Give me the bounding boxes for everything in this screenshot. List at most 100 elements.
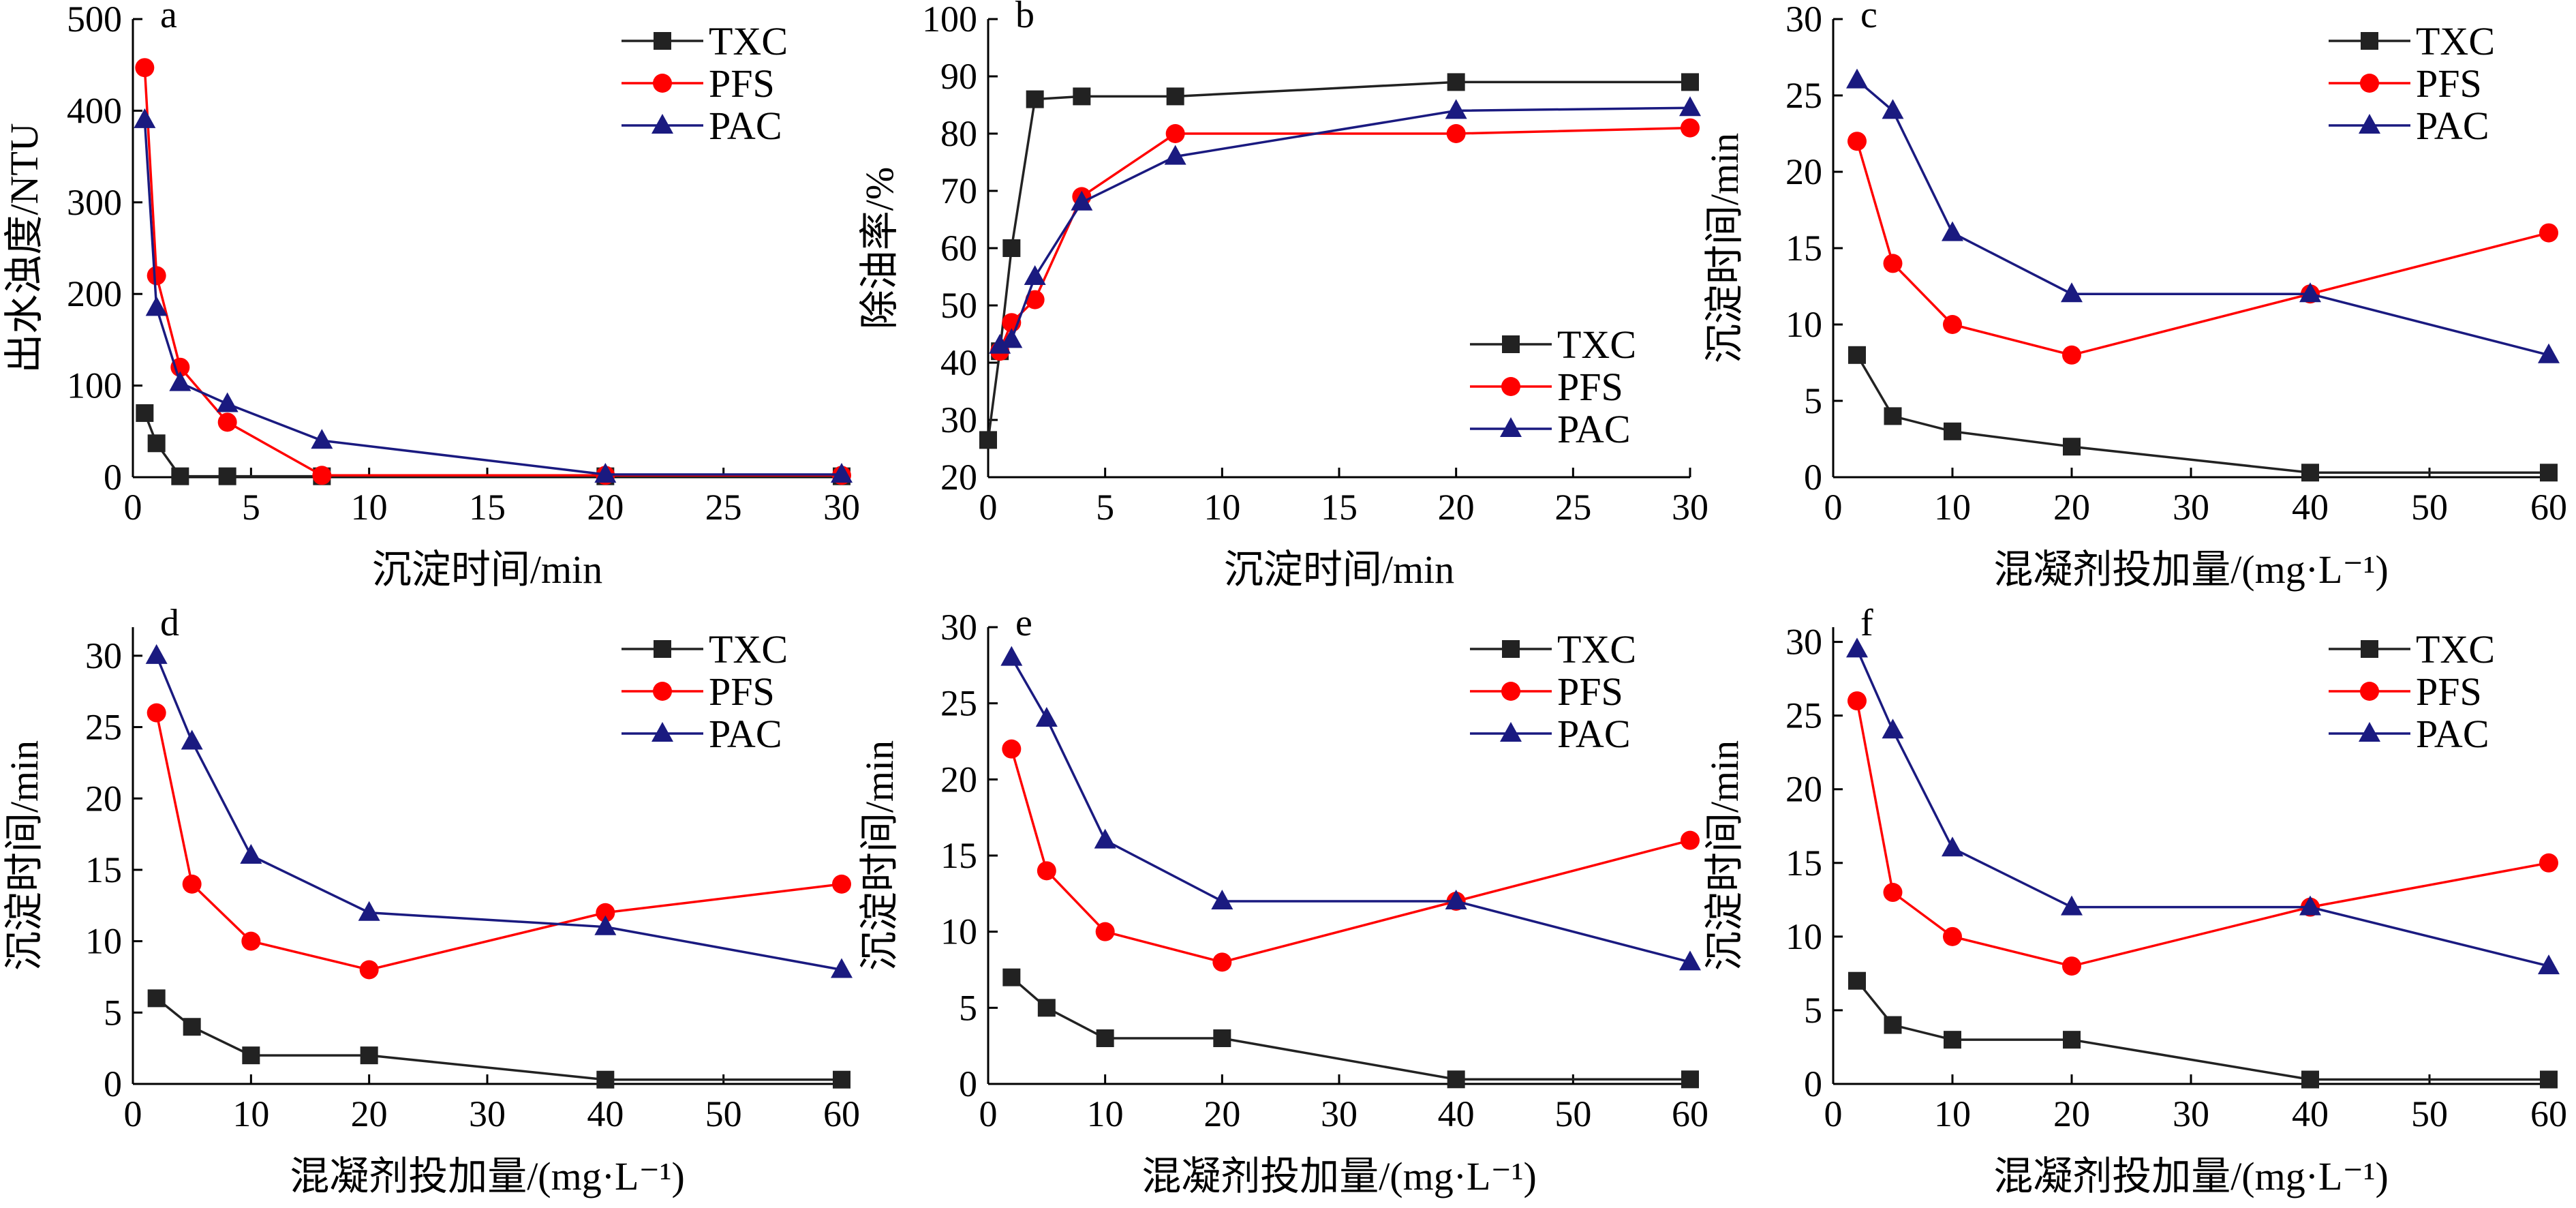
x-tick-label: 60 [2530,487,2567,528]
legend-label: PFS [709,669,775,714]
y-tick-label: 0 [1804,1063,1822,1104]
series-line [998,126,1691,352]
series-line [1856,700,2549,967]
x-tick-label: 20 [1203,1093,1240,1134]
legend-marker [2360,682,2379,701]
series-line [987,80,1690,440]
legend-marker [2360,74,2379,93]
y-tick-label: 0 [104,457,122,498]
data-point [182,874,202,894]
data-point [1848,971,1866,990]
series-line [999,106,1691,347]
y-tick-label: 30 [1785,0,1822,40]
data-point [1037,999,1056,1017]
data-point [2538,954,2560,975]
data-point [1882,719,1904,739]
y-tick-label: 25 [1785,75,1822,116]
y-tick-label: 5 [959,987,977,1028]
data-point [2063,438,2081,456]
x-tick-label: 40 [2292,1093,2329,1134]
data-point [1025,290,1045,309]
data-point [2301,1070,2319,1089]
legend-marker [651,722,673,742]
x-tick-label: 40 [2292,487,2329,528]
x-tick-label: 10 [232,1093,269,1134]
data-point [1445,99,1467,119]
data-point [1035,707,1058,727]
data-point [1942,221,1963,241]
legend-label: TXC [709,19,788,63]
data-point [831,958,853,978]
legend-item: PAC [622,104,782,148]
data-point [1447,73,1465,91]
y-tick-label: 15 [1785,228,1822,269]
legend-label: PAC [1557,712,1631,756]
x-tick-label: 50 [2411,487,2448,528]
x-tick-label: 10 [1087,1093,1124,1134]
data-point [2062,956,2081,976]
panel-label: d [160,602,179,644]
y-axis-title: 沉淀时间/min [1702,133,1747,363]
legend-item: PFS [622,61,775,106]
y-tick-label: 30 [85,635,122,676]
y-tick-label: 0 [104,1063,122,1104]
series-txc [136,404,850,485]
y-tick-label: 15 [1785,843,1822,884]
legend-label: PFS [709,61,775,106]
legend-item: PFS [622,669,775,714]
x-axis-title: 沉淀时间/min [372,547,602,592]
data-point [147,266,166,286]
y-tick-label: 70 [940,170,977,211]
chart-panel-c: 0 10 20 30 40 50 60 0 5 10 15 20 25 30 混凝剂投加量/(mg·L⁻¹)… [1702,0,2567,592]
x-tick-label: 0 [124,487,142,528]
data-point [2062,345,2081,365]
x-tick-label: 25 [705,487,742,528]
data-point [596,1070,615,1089]
y-tick-label: 5 [1804,380,1822,421]
y-axis-title: 除油率/% [857,167,902,329]
y-tick-label: 30 [940,607,977,648]
legend-item: TXC [1470,322,1636,367]
data-point [1094,828,1116,849]
data-point [1846,637,1868,658]
data-point [832,874,851,894]
x-tick-label: 30 [1672,487,1708,528]
legend-marker [1500,417,1522,437]
x-tick-label: 60 [2530,1093,2567,1134]
data-point [1883,254,1903,273]
x-tick-label: 30 [469,1093,506,1134]
data-point [1848,346,1866,364]
x-tick-label: 0 [979,487,998,528]
y-tick-label: 15 [940,835,977,876]
data-point [1679,96,1701,117]
data-point [1002,739,1022,759]
y-tick-label: 20 [1785,769,1822,810]
x-tick-label: 0 [979,1093,998,1134]
data-point [1681,830,1700,850]
y-tick-label: 20 [85,778,122,819]
data-point [1847,691,1867,711]
y-tick-label: 400 [67,90,122,131]
data-point [1002,968,1021,986]
data-point [135,58,155,78]
panel-label: a [160,0,177,36]
x-axis-title: 混凝剂投加量/(mg·L⁻¹) [290,1154,685,1198]
y-tick-label: 200 [67,273,122,314]
data-point [594,462,617,483]
series-line [1856,648,2549,967]
data-point [2539,853,2558,873]
x-tick-label: 20 [1438,487,1475,528]
series-pac [1000,646,1701,971]
data-point [1073,87,1091,106]
data-point [147,989,166,1008]
x-tick-label: 30 [2173,487,2209,528]
x-tick-label: 50 [705,1093,742,1134]
x-tick-label: 0 [124,1093,142,1134]
legend-marker [1500,722,1522,742]
data-point [2061,895,2083,916]
legend-item: TXC [2329,627,2495,671]
series-line [1010,656,1691,964]
data-point [1446,124,1466,143]
